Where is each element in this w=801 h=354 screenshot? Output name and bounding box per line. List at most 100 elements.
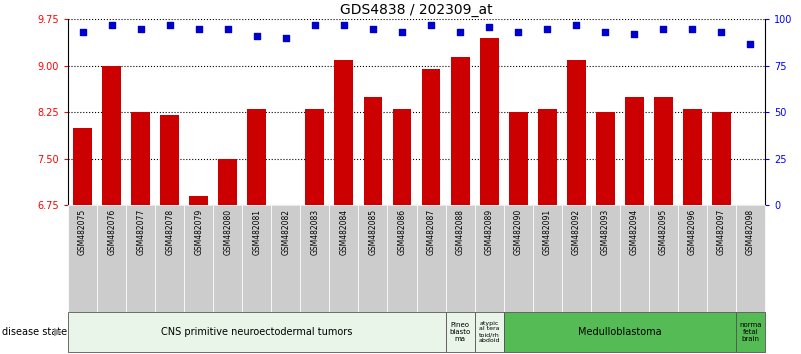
Point bbox=[221, 26, 234, 32]
Bar bbox=[445, 205, 474, 312]
Bar bbox=[155, 205, 184, 312]
Bar bbox=[68, 205, 97, 312]
Point bbox=[425, 22, 437, 28]
Bar bbox=[533, 205, 562, 312]
Text: GSM482089: GSM482089 bbox=[485, 209, 493, 255]
Point bbox=[280, 35, 292, 41]
Text: GSM482078: GSM482078 bbox=[165, 209, 174, 255]
Bar bbox=[474, 205, 504, 312]
Bar bbox=[103, 66, 121, 205]
Title: GDS4838 / 202309_at: GDS4838 / 202309_at bbox=[340, 3, 493, 17]
Bar bbox=[305, 109, 324, 205]
Bar bbox=[509, 113, 528, 205]
Point bbox=[251, 33, 264, 39]
Point bbox=[135, 26, 147, 32]
Point bbox=[628, 32, 641, 37]
Text: GSM482082: GSM482082 bbox=[281, 209, 290, 255]
Text: GSM482096: GSM482096 bbox=[688, 209, 697, 255]
Bar bbox=[219, 159, 237, 205]
Bar bbox=[184, 205, 213, 312]
Bar bbox=[272, 205, 300, 312]
Point bbox=[599, 30, 612, 35]
Point bbox=[686, 26, 698, 32]
Bar bbox=[654, 97, 673, 205]
Bar bbox=[712, 113, 731, 205]
Bar bbox=[736, 312, 765, 352]
Point bbox=[715, 30, 728, 35]
Text: GSM482079: GSM482079 bbox=[195, 209, 203, 255]
Bar bbox=[706, 205, 736, 312]
Bar bbox=[649, 205, 678, 312]
Text: GSM482080: GSM482080 bbox=[223, 209, 232, 255]
Text: norma
fetal
brain: norma fetal brain bbox=[739, 322, 762, 342]
Bar bbox=[562, 205, 590, 312]
Point bbox=[308, 22, 321, 28]
Point bbox=[483, 24, 496, 30]
Bar bbox=[421, 69, 441, 205]
Text: CNS primitive neuroectodermal tumors: CNS primitive neuroectodermal tumors bbox=[161, 327, 352, 337]
Point bbox=[192, 26, 205, 32]
Point bbox=[570, 22, 582, 28]
Bar bbox=[504, 312, 736, 352]
Bar bbox=[329, 205, 359, 312]
Point bbox=[367, 26, 380, 32]
Bar bbox=[625, 97, 644, 205]
Bar bbox=[189, 196, 208, 205]
Text: GSM482094: GSM482094 bbox=[630, 209, 638, 255]
Text: Medulloblastoma: Medulloblastoma bbox=[578, 327, 662, 337]
Bar bbox=[504, 205, 533, 312]
Point bbox=[76, 30, 89, 35]
Text: GSM482086: GSM482086 bbox=[397, 209, 406, 255]
Point bbox=[105, 22, 118, 28]
Text: GSM482090: GSM482090 bbox=[513, 209, 522, 255]
Text: atypic
al tera
toid/rh
abdoid: atypic al tera toid/rh abdoid bbox=[478, 321, 500, 343]
Bar bbox=[364, 97, 382, 205]
Bar bbox=[417, 205, 445, 312]
Bar bbox=[596, 113, 614, 205]
Bar bbox=[242, 205, 272, 312]
Bar bbox=[131, 113, 150, 205]
Bar bbox=[736, 205, 765, 312]
Point bbox=[337, 22, 350, 28]
Text: GSM482084: GSM482084 bbox=[340, 209, 348, 255]
Bar bbox=[97, 205, 127, 312]
Text: GSM482088: GSM482088 bbox=[456, 209, 465, 255]
Bar bbox=[567, 60, 586, 205]
Bar bbox=[160, 115, 179, 205]
Text: GSM482091: GSM482091 bbox=[543, 209, 552, 255]
Bar bbox=[451, 57, 469, 205]
Point bbox=[657, 26, 670, 32]
Text: GSM482093: GSM482093 bbox=[601, 209, 610, 255]
Point bbox=[541, 26, 553, 32]
Bar bbox=[127, 205, 155, 312]
Bar bbox=[474, 312, 504, 352]
Bar bbox=[620, 205, 649, 312]
Bar bbox=[335, 60, 353, 205]
Text: GSM482087: GSM482087 bbox=[427, 209, 436, 255]
Text: GSM482076: GSM482076 bbox=[107, 209, 116, 255]
Bar bbox=[73, 128, 92, 205]
Bar bbox=[480, 38, 498, 205]
Text: GSM482085: GSM482085 bbox=[368, 209, 377, 255]
Bar bbox=[213, 205, 242, 312]
Text: GSM482098: GSM482098 bbox=[746, 209, 755, 255]
Bar bbox=[248, 109, 266, 205]
Point bbox=[396, 30, 409, 35]
Text: disease state: disease state bbox=[2, 327, 67, 337]
Text: GSM482081: GSM482081 bbox=[252, 209, 261, 255]
Text: GSM482075: GSM482075 bbox=[78, 209, 87, 255]
Text: GSM482077: GSM482077 bbox=[136, 209, 145, 255]
Bar bbox=[68, 312, 445, 352]
Bar bbox=[678, 205, 706, 312]
Text: GSM482083: GSM482083 bbox=[311, 209, 320, 255]
Point bbox=[163, 22, 176, 28]
Text: GSM482097: GSM482097 bbox=[717, 209, 726, 255]
Text: GSM482095: GSM482095 bbox=[659, 209, 668, 255]
Text: Pineo
blasto
ma: Pineo blasto ma bbox=[449, 322, 471, 342]
Bar bbox=[445, 312, 474, 352]
Bar bbox=[590, 205, 620, 312]
Point bbox=[453, 30, 466, 35]
Point bbox=[744, 41, 757, 46]
Bar bbox=[392, 109, 412, 205]
Text: ▶: ▶ bbox=[54, 327, 63, 337]
